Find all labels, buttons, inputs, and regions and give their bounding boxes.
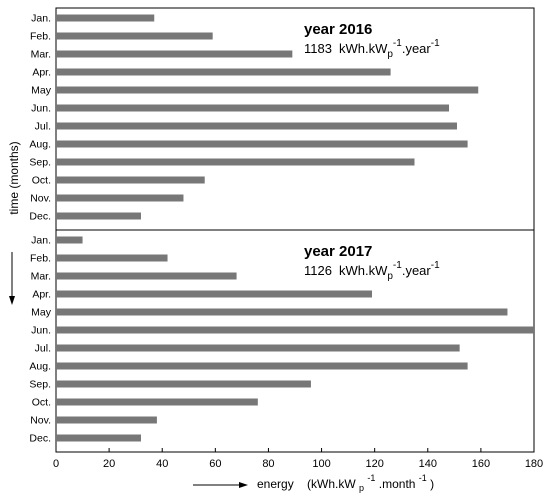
month-label: Apr.: [32, 67, 51, 79]
bar-2-9: [56, 380, 311, 388]
month-label: Apr.: [32, 289, 51, 301]
bar-1-11: [56, 194, 184, 202]
bar-2-12: [56, 434, 141, 442]
panel-title: year 2017: [304, 243, 372, 260]
x-axis-label: energy (kWh.kW p -1 .month -1 ): [193, 470, 434, 494]
month-label: Oct.: [32, 397, 51, 409]
x-tick-label: 40: [156, 458, 168, 470]
month-label: May: [31, 85, 52, 97]
month-label: Jul.: [35, 121, 51, 133]
month-label: Jan.: [31, 13, 51, 25]
x-tick-label: 120: [365, 458, 383, 470]
y-axis-arrow-head: [9, 296, 15, 305]
bar-2-8: [56, 362, 468, 370]
bar-1-3: [56, 50, 293, 58]
month-label: Feb.: [30, 31, 51, 43]
panel-title: year 2016: [304, 21, 372, 38]
bar-2-4: [56, 290, 373, 298]
bar-2-3: [56, 272, 237, 280]
month-label: Feb.: [30, 253, 51, 265]
bar-2-1: [56, 236, 83, 244]
bars-layer: [56, 14, 534, 442]
bar-1-6: [56, 104, 450, 112]
bar-1-7: [56, 122, 457, 130]
bar-1-1: [56, 14, 155, 22]
month-label: May: [31, 307, 52, 319]
month-label: Jun.: [31, 103, 51, 115]
bar-2-7: [56, 344, 460, 352]
month-label: Jan.: [31, 235, 51, 247]
x-tick-label: 140: [419, 458, 437, 470]
x-tick-label: 0: [53, 458, 59, 470]
month-label: Sep.: [29, 157, 51, 169]
x-tick-label: 100: [312, 458, 330, 470]
bar-2-6: [56, 326, 534, 334]
month-label: Aug.: [29, 361, 51, 373]
bar-2-10: [56, 398, 258, 406]
month-label: Sep.: [29, 379, 51, 391]
bar-1-5: [56, 86, 479, 94]
bar-2-2: [56, 254, 168, 262]
month-label: Nov.: [30, 193, 51, 205]
bar-1-9: [56, 158, 415, 166]
x-tick-label: 180: [525, 458, 543, 470]
x-axis-title: energy (kWh.kW p -1 .month -1 ): [257, 470, 434, 494]
x-ticks-layer: 0 20 40 60 80 100 120 140 160 180: [53, 448, 543, 470]
labels-layer: Jan. Feb. Mar. Apr. May Jun. Jul. Aug. Sep. Oct. N…: [29, 13, 440, 445]
bar-2-5: [56, 308, 508, 316]
month-label: Dec.: [29, 211, 51, 223]
bar-2-11: [56, 416, 157, 424]
y-axis-label: time (months): [7, 141, 21, 305]
bar-1-12: [56, 212, 141, 220]
month-label: Dec.: [29, 433, 51, 445]
month-label: Aug.: [29, 139, 51, 151]
x-tick-label: 160: [472, 458, 490, 470]
month-label: Jul.: [35, 343, 51, 355]
month-label: Nov.: [30, 415, 51, 427]
panel-annotation: 1126 kWh.kWp-1.year-1: [304, 260, 440, 282]
x-tick-label: 20: [103, 458, 115, 470]
bar-1-4: [56, 68, 391, 76]
month-label: Mar.: [31, 49, 51, 61]
bar-1-8: [56, 140, 468, 148]
month-label: Oct.: [32, 175, 51, 187]
x-axis-arrow-head: [239, 482, 248, 488]
x-tick-label: 60: [209, 458, 221, 470]
y-axis-title: time (months): [7, 141, 21, 214]
x-tick-label: 80: [262, 458, 274, 470]
month-label: Mar.: [31, 271, 51, 283]
bar-1-2: [56, 32, 213, 40]
bar-1-10: [56, 176, 205, 184]
month-label: Jun.: [31, 325, 51, 337]
panel-annotation: 1183 kWh.kWp-1.year-1: [304, 38, 440, 60]
